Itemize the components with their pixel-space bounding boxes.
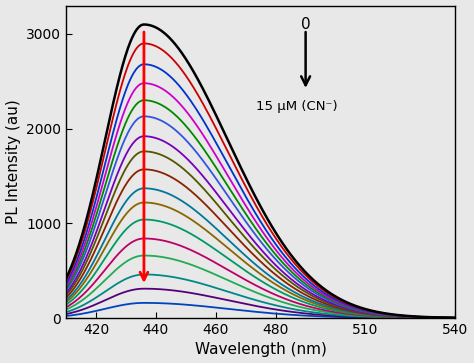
Text: 0: 0 (301, 17, 310, 32)
Text: 15 μM (CN⁻): 15 μM (CN⁻) (256, 100, 337, 113)
X-axis label: Wavelength (nm): Wavelength (nm) (195, 342, 327, 358)
Y-axis label: PL Intensity (au): PL Intensity (au) (6, 99, 20, 224)
